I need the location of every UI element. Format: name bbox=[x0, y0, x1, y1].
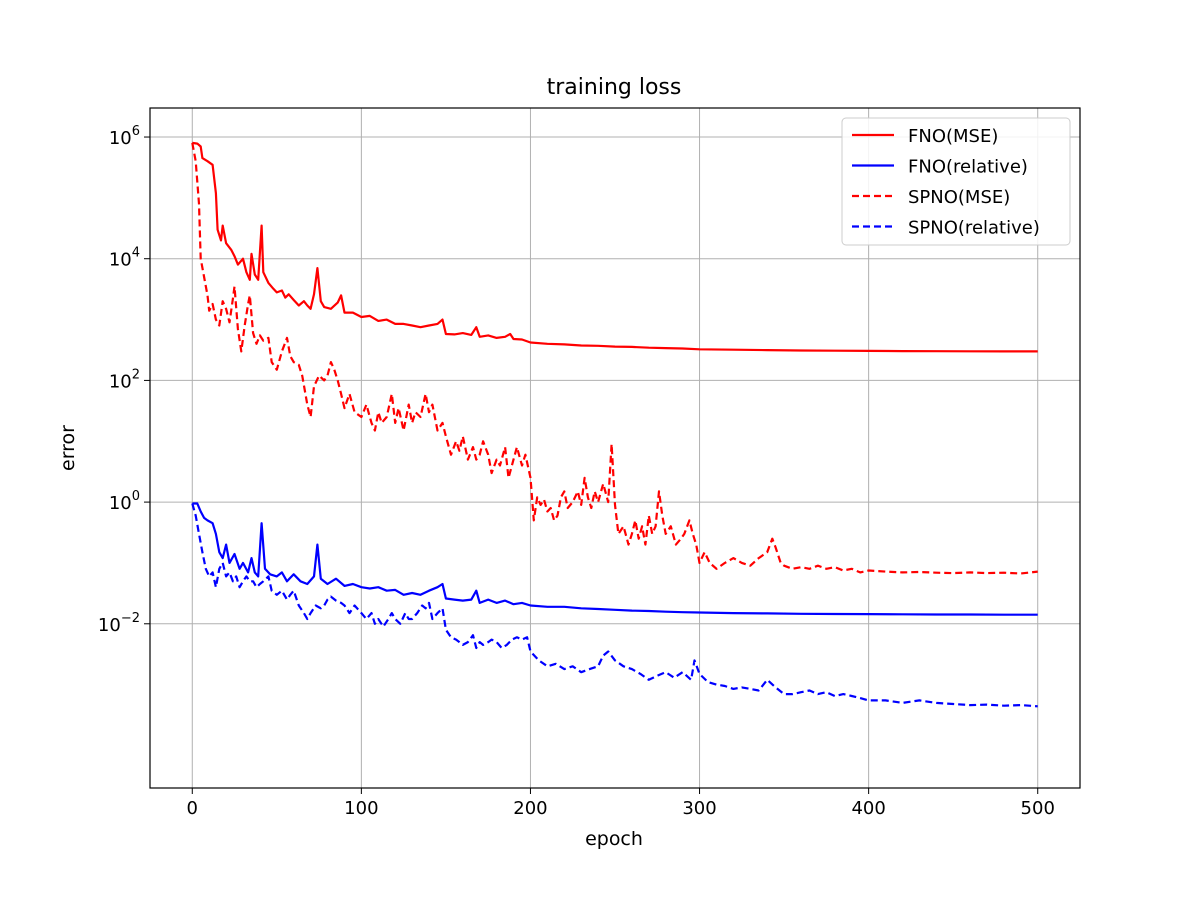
series-line-3 bbox=[191, 503, 1038, 708]
y-axis-label: error bbox=[57, 425, 79, 471]
y-tick-label: 102 bbox=[109, 367, 140, 392]
x-tick-label: 500 bbox=[1021, 798, 1055, 819]
x-tick-label: 300 bbox=[682, 798, 716, 819]
y-tick-label: 104 bbox=[109, 246, 140, 271]
legend-label-0: FNO(MSE) bbox=[908, 126, 998, 147]
legend-label-2: SPNO(MSE) bbox=[908, 187, 1010, 208]
x-tick-label: 0 bbox=[187, 798, 198, 819]
series-lines bbox=[191, 141, 1038, 708]
x-tick-label: 200 bbox=[513, 798, 547, 819]
x-tick-label: 100 bbox=[344, 798, 378, 819]
legend-label-1: FNO(relative) bbox=[908, 157, 1028, 178]
legend-label-3: SPNO(relative) bbox=[908, 218, 1040, 239]
legend-box bbox=[841, 117, 1071, 246]
series-line-2 bbox=[191, 142, 1038, 575]
series-line-1 bbox=[192, 502, 1038, 616]
y-tick-label: 106 bbox=[109, 124, 140, 149]
plot-frame bbox=[149, 107, 1081, 789]
y-tick-label: 100 bbox=[109, 489, 140, 514]
series-line-0 bbox=[192, 141, 1038, 353]
y-axis-ticks: 106 104 102 100 10−2 bbox=[98, 124, 150, 636]
x-axis-label: epoch bbox=[585, 828, 643, 850]
chart-title: training loss bbox=[547, 75, 682, 100]
legend: FNO(MSE) FNO(relative) SPNO(MSE) SPNO(relat… bbox=[841, 117, 1071, 246]
x-axis-ticks: 0 100 200 300 400 500 bbox=[187, 788, 1055, 819]
y-tick-label: 10−2 bbox=[98, 611, 140, 636]
x-tick-label: 400 bbox=[851, 798, 885, 819]
